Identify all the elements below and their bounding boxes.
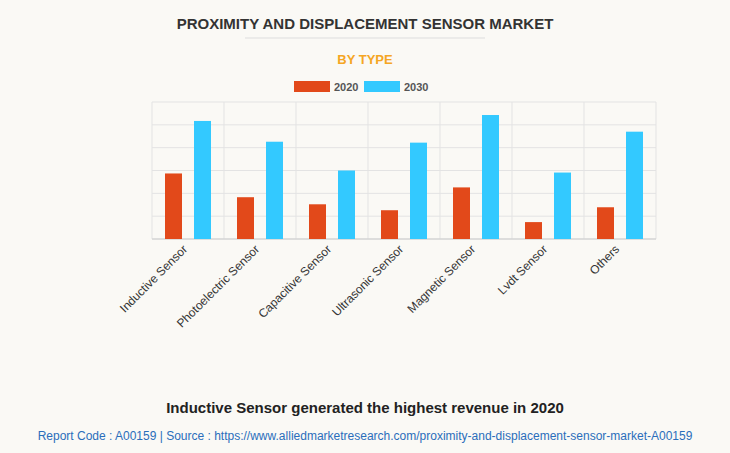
bar — [309, 204, 326, 239]
bar — [525, 222, 542, 239]
category-grid-line — [368, 102, 369, 239]
bar — [482, 115, 499, 239]
bar — [194, 121, 211, 239]
background — [0, 0, 730, 453]
bar — [410, 143, 427, 239]
category-grid-line — [224, 102, 225, 239]
x-tick-label: Magnetic Sensor — [405, 242, 479, 316]
x-tick-label: Capacitive Sensor — [255, 242, 334, 321]
bar — [453, 187, 470, 239]
subtitle: BY TYPE — [337, 52, 393, 67]
grid-line — [152, 147, 656, 148]
grid-line — [152, 124, 656, 125]
grid-line — [152, 102, 656, 103]
grid-line — [152, 239, 656, 240]
legend-entry: 2030 — [364, 81, 428, 93]
grid-line — [152, 193, 656, 194]
chart: PROXIMITY AND DISPLACEMENT SENSOR MARKET… — [0, 0, 730, 453]
title-rule — [245, 38, 485, 39]
x-tick-label: Others — [587, 242, 622, 277]
bar — [554, 173, 571, 239]
category-grid-line — [656, 102, 657, 239]
x-tick-label: Lvdt Sensor — [495, 242, 550, 297]
bar — [597, 207, 614, 239]
category-grid-line — [152, 102, 153, 239]
bar — [266, 142, 283, 239]
x-tick-label: Inductive Sensor — [117, 242, 190, 315]
x-tick-label: Ultrasonic Sensor — [329, 242, 406, 319]
category-grid-line — [512, 102, 513, 239]
title: PROXIMITY AND DISPLACEMENT SENSOR MARKET — [177, 15, 554, 32]
bar — [237, 197, 254, 239]
source: Report Code : A00159 | Source : https://… — [38, 429, 693, 443]
bar — [381, 210, 398, 239]
category-grid-line — [440, 102, 441, 239]
legend-label: 2030 — [404, 81, 428, 93]
legend-entry: 2020 — [294, 81, 358, 93]
bar — [165, 173, 182, 239]
x-tick-label: Photoelectric Sensor — [174, 242, 262, 330]
bar — [338, 171, 355, 240]
grid-line — [152, 170, 656, 171]
caption: Inductive Sensor generated the highest r… — [166, 399, 564, 416]
category-grid-line — [584, 102, 585, 239]
legend-label: 2020 — [334, 81, 358, 93]
bar — [626, 132, 643, 239]
legend-swatch — [364, 81, 400, 92]
bars — [165, 115, 643, 239]
grid-line — [152, 216, 656, 217]
x-axis — [152, 239, 656, 240]
legend-swatch — [294, 81, 330, 92]
category-grid-line — [296, 102, 297, 239]
